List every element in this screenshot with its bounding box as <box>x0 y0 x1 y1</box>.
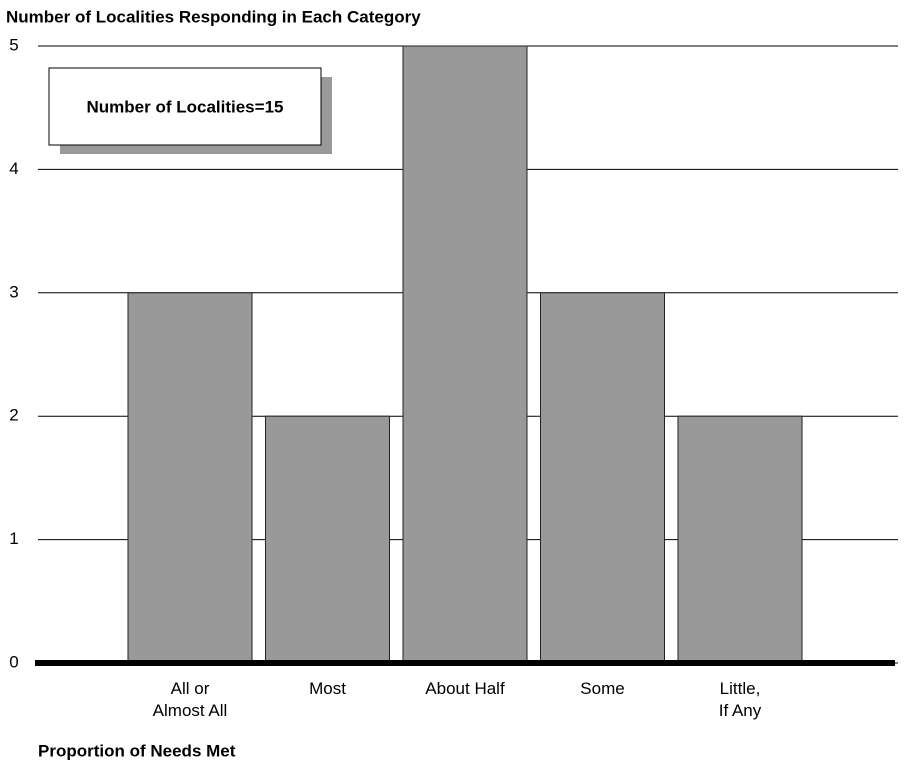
x-axis-label: Proportion of Needs Met <box>38 741 236 760</box>
bar <box>540 292 665 664</box>
x-tick-label: All or Almost All <box>152 679 228 720</box>
bar <box>402 45 528 664</box>
y-tick-label: 3 <box>9 282 18 301</box>
x-tick-label: Some <box>580 679 625 698</box>
bar <box>127 292 253 664</box>
x-tick-label: Little, If Any <box>718 679 762 720</box>
bar <box>265 415 390 664</box>
y-tick-label: 5 <box>9 35 18 54</box>
annotation-box <box>48 67 322 146</box>
bar <box>677 415 803 664</box>
y-tick-label: 0 <box>9 652 18 671</box>
y-tick-label: 2 <box>9 406 18 425</box>
x-tick-label: Most <box>309 679 346 698</box>
x-tick-label: About Half <box>425 679 505 698</box>
annotation: Number of Localities=15 <box>87 97 284 116</box>
y-tick-label: 4 <box>9 159 18 178</box>
chart-title: Number of Localities Responding in Each … <box>6 7 421 26</box>
y-tick-label: 1 <box>9 529 18 548</box>
